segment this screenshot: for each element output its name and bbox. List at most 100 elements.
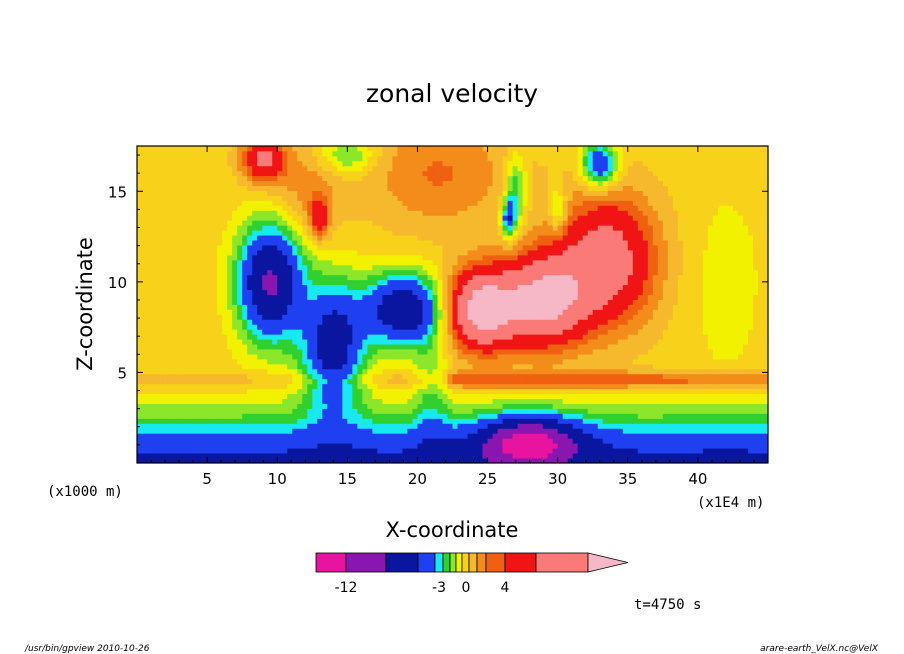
field-cell bbox=[222, 378, 228, 385]
field-cell bbox=[382, 324, 388, 330]
field-cell bbox=[532, 294, 539, 300]
field-cell bbox=[222, 408, 228, 414]
field-cell bbox=[507, 388, 513, 395]
field-cell bbox=[522, 418, 529, 424]
field-cell bbox=[487, 319, 493, 325]
field-cell bbox=[327, 393, 333, 400]
field-cell bbox=[492, 264, 498, 271]
field-cell bbox=[497, 458, 503, 464]
field-cell bbox=[542, 453, 549, 459]
field-cell bbox=[182, 299, 188, 305]
field-cell bbox=[757, 354, 764, 360]
field-cell bbox=[742, 408, 749, 414]
field-cell bbox=[257, 408, 263, 414]
field-cell bbox=[502, 339, 508, 345]
field-cell bbox=[362, 354, 368, 360]
field-cell bbox=[257, 309, 263, 315]
field-cell bbox=[692, 373, 699, 380]
field-cell bbox=[707, 358, 714, 365]
field-cell bbox=[382, 388, 388, 395]
field-cell bbox=[517, 299, 524, 305]
field-cell bbox=[237, 423, 243, 429]
field-cell bbox=[567, 363, 574, 370]
field-cell bbox=[272, 368, 278, 375]
field-cell bbox=[692, 433, 699, 439]
field-cell bbox=[622, 423, 629, 429]
field-cell bbox=[522, 428, 529, 434]
field-cell bbox=[197, 383, 203, 390]
field-cell bbox=[702, 334, 709, 340]
field-cell bbox=[727, 383, 734, 390]
field-cell bbox=[572, 314, 579, 320]
field-cell bbox=[407, 428, 413, 434]
field-cell bbox=[342, 344, 348, 350]
field-cell bbox=[527, 329, 534, 335]
field-cell bbox=[332, 443, 338, 449]
field-cell bbox=[357, 264, 363, 271]
field-cell bbox=[652, 388, 659, 395]
field-cell bbox=[507, 363, 513, 370]
field-cell bbox=[447, 284, 453, 291]
field-cell bbox=[542, 383, 549, 390]
field-cell bbox=[562, 423, 569, 429]
field-cell bbox=[757, 274, 764, 281]
field-cell bbox=[437, 448, 443, 454]
field-cell bbox=[212, 428, 218, 434]
field-cell bbox=[472, 398, 478, 404]
field-cell bbox=[502, 453, 508, 459]
field-cell bbox=[762, 349, 769, 355]
field-cell bbox=[672, 423, 679, 429]
field-cell bbox=[462, 383, 468, 390]
field-cell bbox=[282, 373, 288, 380]
field-cell bbox=[327, 458, 333, 464]
field-cell bbox=[432, 408, 438, 414]
field-cell bbox=[457, 264, 463, 271]
field-cell bbox=[492, 458, 498, 464]
field-cell bbox=[452, 284, 458, 291]
field-cell bbox=[502, 269, 508, 276]
field-cell bbox=[262, 398, 268, 404]
field-cell bbox=[187, 279, 193, 286]
field-cell bbox=[607, 334, 614, 340]
field-cell bbox=[412, 458, 418, 464]
field-cell bbox=[187, 274, 193, 281]
field-cell bbox=[472, 423, 478, 429]
field-cell bbox=[662, 274, 669, 281]
field-cell bbox=[387, 314, 393, 320]
field-cell bbox=[367, 264, 373, 271]
field-cell bbox=[207, 448, 213, 454]
field-cell bbox=[482, 334, 488, 340]
field-cell bbox=[497, 309, 503, 315]
field-cell bbox=[517, 418, 524, 424]
field-cell bbox=[652, 279, 659, 286]
field-cell bbox=[477, 433, 483, 439]
field-cell bbox=[647, 433, 654, 439]
field-cell bbox=[692, 383, 699, 390]
field-cell bbox=[272, 344, 278, 350]
field-cell bbox=[387, 438, 393, 444]
field-cell bbox=[332, 264, 338, 271]
field-cell bbox=[282, 403, 288, 409]
field-cell bbox=[642, 304, 649, 310]
field-cell bbox=[697, 284, 704, 291]
field-cell bbox=[562, 388, 569, 395]
field-cell bbox=[587, 443, 594, 449]
field-cell bbox=[357, 299, 363, 305]
field-cell bbox=[182, 368, 188, 375]
field-cell bbox=[202, 294, 208, 300]
field-cell bbox=[167, 329, 173, 335]
field-cell bbox=[677, 309, 684, 315]
field-cell bbox=[287, 344, 293, 350]
field-cell bbox=[757, 403, 764, 409]
field-cell bbox=[522, 358, 529, 365]
field-cell bbox=[287, 334, 293, 340]
field-cell bbox=[397, 373, 403, 380]
field-cell bbox=[337, 274, 343, 281]
field-cell bbox=[522, 383, 529, 390]
field-cell bbox=[657, 329, 664, 335]
field-cell bbox=[277, 433, 283, 439]
field-cell bbox=[247, 433, 253, 439]
field-cell bbox=[757, 339, 764, 345]
field-cell bbox=[277, 279, 283, 286]
field-cell bbox=[137, 349, 143, 355]
